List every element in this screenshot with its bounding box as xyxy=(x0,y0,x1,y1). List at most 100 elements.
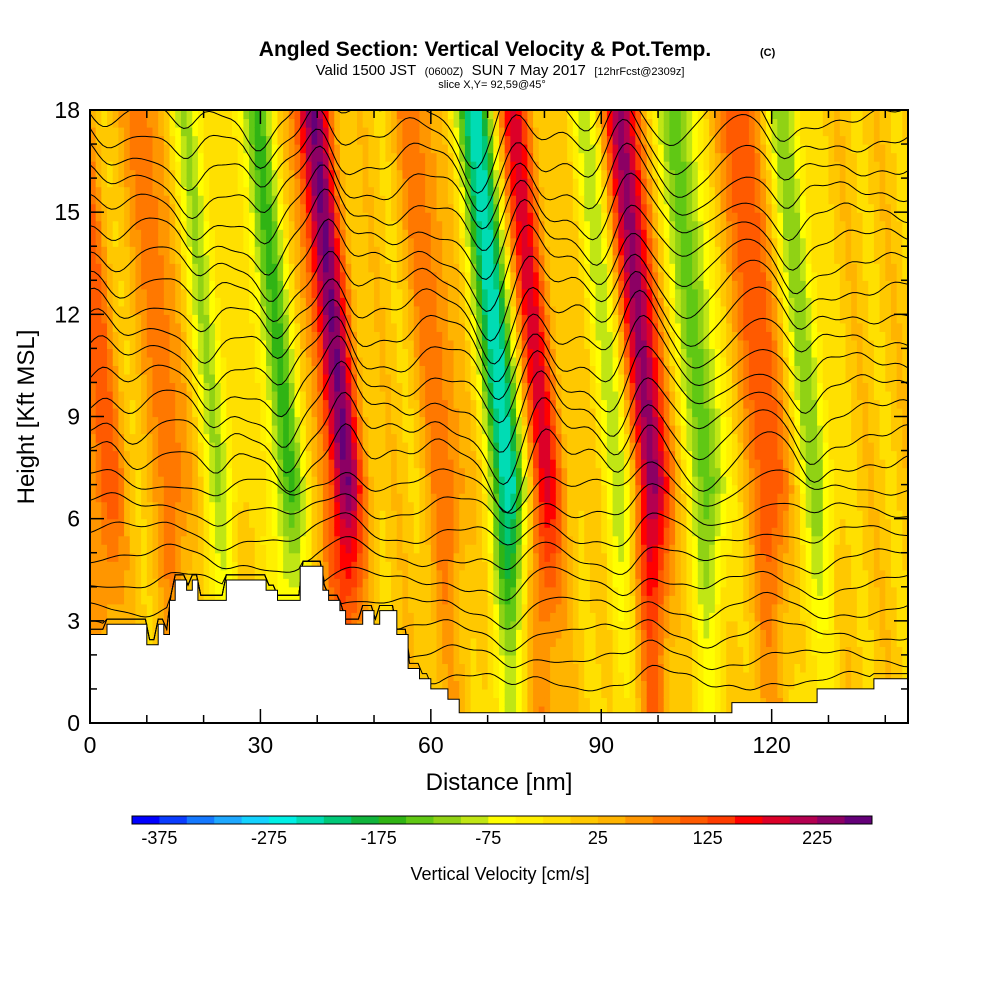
velocity-cell xyxy=(470,339,477,349)
velocity-cell xyxy=(322,254,330,264)
velocity-cell xyxy=(294,484,301,494)
velocity-cell xyxy=(362,229,369,239)
velocity-cell xyxy=(220,127,227,137)
velocity-cell xyxy=(379,518,386,528)
velocity-cell xyxy=(447,569,455,579)
velocity-cell xyxy=(374,161,381,171)
velocity-cell xyxy=(476,637,483,647)
velocity-cell xyxy=(425,527,432,537)
velocity-cell xyxy=(447,663,455,673)
velocity-cell xyxy=(175,373,182,384)
velocity-cell xyxy=(146,144,154,154)
velocity-cell xyxy=(135,433,142,443)
velocity-cell xyxy=(175,305,182,315)
velocity-cell xyxy=(385,297,392,307)
velocity-cell xyxy=(169,493,176,503)
velocity-cell xyxy=(283,493,290,503)
velocity-cell xyxy=(175,442,182,452)
velocity-cell xyxy=(419,493,426,503)
velocity-cell xyxy=(402,203,409,213)
velocity-cell xyxy=(322,467,330,477)
velocity-cell xyxy=(203,467,210,477)
velocity-cell xyxy=(305,433,313,443)
velocity-cell xyxy=(260,382,267,392)
velocity-cell xyxy=(101,356,108,367)
velocity-cell xyxy=(328,544,335,554)
velocity-cell xyxy=(476,578,483,588)
velocity-cell xyxy=(442,552,449,562)
velocity-cell xyxy=(124,339,131,349)
velocity-cell xyxy=(249,297,256,307)
velocity-cell xyxy=(107,578,114,588)
velocity-cell xyxy=(152,118,159,128)
velocity-cell xyxy=(334,195,341,205)
velocity-cell xyxy=(124,135,131,145)
velocity-cell xyxy=(419,629,426,639)
velocity-cell xyxy=(294,578,301,588)
velocity-cell xyxy=(396,407,404,418)
velocity-cell xyxy=(180,280,188,290)
velocity-cell xyxy=(214,288,222,298)
velocity-cell xyxy=(158,561,165,571)
velocity-cell xyxy=(175,314,182,324)
velocity-cell xyxy=(254,161,262,171)
velocity-cell xyxy=(186,390,193,401)
velocity-cell xyxy=(192,510,199,520)
velocity-cell xyxy=(356,195,364,205)
velocity-cell xyxy=(300,535,307,545)
velocity-cell xyxy=(294,178,301,188)
velocity-cell xyxy=(374,373,381,384)
velocity-cell xyxy=(158,212,165,222)
velocity-cell xyxy=(220,314,227,324)
velocity-cell xyxy=(288,552,296,562)
velocity-cell xyxy=(396,425,404,435)
velocity-cell xyxy=(209,263,216,273)
velocity-cell xyxy=(135,390,142,401)
velocity-cell xyxy=(419,118,426,128)
velocity-cell xyxy=(163,246,171,256)
velocity-cell xyxy=(419,382,426,392)
velocity-cell xyxy=(328,110,335,120)
velocity-cell xyxy=(419,237,426,247)
velocity-cell xyxy=(220,493,227,503)
velocity-cell xyxy=(408,501,415,511)
velocity-cell xyxy=(163,476,171,486)
velocity-cell xyxy=(214,407,222,418)
velocity-cell xyxy=(362,297,369,307)
velocity-cell xyxy=(408,246,415,256)
velocity-cell xyxy=(214,331,222,341)
velocity-cell xyxy=(169,501,176,511)
velocity-cell xyxy=(356,169,364,179)
velocity-cell xyxy=(476,220,483,230)
velocity-cell xyxy=(118,425,125,435)
velocity-cell xyxy=(232,178,239,188)
velocity-cell xyxy=(197,407,205,418)
velocity-cell xyxy=(379,246,386,256)
velocity-cell xyxy=(243,288,250,298)
velocity-cell xyxy=(232,467,239,477)
velocity-cell xyxy=(203,416,210,426)
velocity-cell xyxy=(294,161,301,171)
velocity-cell xyxy=(368,178,375,188)
velocity-cell xyxy=(249,144,256,154)
velocity-cell xyxy=(396,186,404,196)
velocity-cell xyxy=(436,544,443,554)
velocity-cell xyxy=(396,552,404,562)
velocity-cell xyxy=(328,518,335,528)
velocity-cell xyxy=(135,263,142,273)
velocity-cell xyxy=(436,569,443,579)
velocity-cell xyxy=(112,407,119,418)
velocity-cell xyxy=(379,288,386,298)
velocity-cell xyxy=(101,425,108,435)
velocity-cell xyxy=(402,220,409,230)
velocity-cell xyxy=(453,527,460,537)
velocity-cell xyxy=(436,663,443,673)
velocity-cell xyxy=(339,161,347,171)
velocity-cell xyxy=(163,612,171,622)
velocity-cell xyxy=(169,569,176,579)
velocity-cell xyxy=(141,254,148,264)
velocity-cell xyxy=(413,305,421,315)
velocity-cell xyxy=(254,305,262,315)
velocity-cell xyxy=(436,263,443,273)
velocity-cell xyxy=(180,484,188,494)
